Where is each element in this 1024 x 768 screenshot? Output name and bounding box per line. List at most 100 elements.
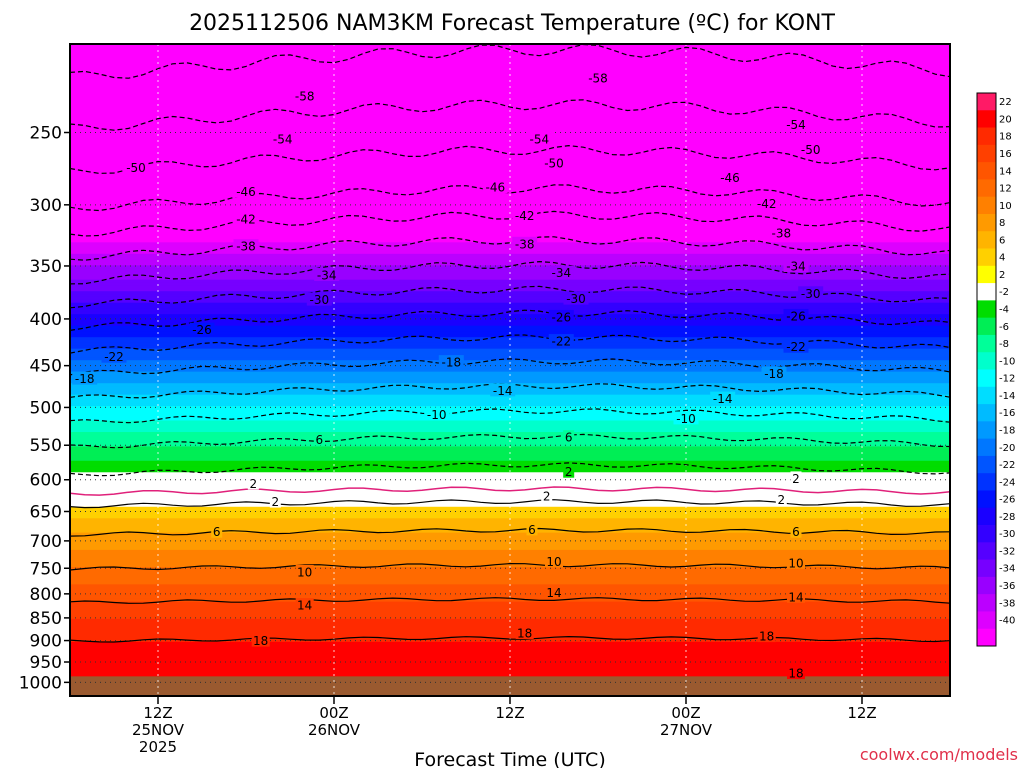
temp-band xyxy=(70,104,950,108)
temp-band xyxy=(70,446,950,450)
contour-label-bg xyxy=(761,366,787,380)
legend-label: -8 xyxy=(999,339,1009,350)
legend-swatch xyxy=(977,144,996,163)
contour-label-bg xyxy=(563,464,575,478)
temp-band xyxy=(70,360,950,364)
contour-label-bg xyxy=(541,488,553,502)
contour-label: 2 xyxy=(792,472,800,486)
temp-band xyxy=(70,587,950,591)
temp-band xyxy=(70,411,950,416)
legend-swatch xyxy=(977,421,996,440)
temp-band xyxy=(70,184,950,189)
contour-line xyxy=(69,43,951,79)
contour-label: -46 xyxy=(720,171,740,185)
credit-link[interactable]: coolwx.com/models xyxy=(860,745,1018,764)
contour-label-bg xyxy=(673,411,699,425)
contour-label-bg xyxy=(306,292,332,306)
contour-label-bg xyxy=(490,383,516,397)
contour-label-bg xyxy=(270,131,296,145)
contour-label-bg xyxy=(233,239,259,253)
legend-swatch xyxy=(977,542,996,560)
contour-line xyxy=(69,635,951,643)
temp-band xyxy=(70,532,950,537)
legend-label: -32 xyxy=(999,547,1015,558)
temp-band xyxy=(70,544,950,548)
grid-lines xyxy=(70,44,950,696)
temp-band xyxy=(70,273,950,278)
contour-label-bg xyxy=(757,629,776,643)
contour-label-bg xyxy=(211,524,223,538)
temp-band xyxy=(70,294,950,298)
contour-line xyxy=(69,358,951,376)
temp-band xyxy=(70,555,950,560)
contour-label-bg xyxy=(548,309,574,323)
contour-label: -54 xyxy=(273,132,293,146)
contour-label-bg xyxy=(548,334,574,348)
legend-swatch xyxy=(977,334,996,353)
x-tick-label: 00Z xyxy=(319,704,348,722)
temp-band xyxy=(70,250,950,255)
temp-band xyxy=(70,311,950,315)
y-tick-label: 750 xyxy=(30,559,62,579)
contour-label-bg xyxy=(515,626,534,639)
contour-line xyxy=(69,499,951,509)
legend-label: -18 xyxy=(999,426,1015,437)
x-tick-label: 00Z xyxy=(671,704,700,722)
contour-label: -26 xyxy=(551,310,571,324)
temp-band xyxy=(70,483,950,488)
contour-label-bg xyxy=(295,598,314,612)
contour-label-bg xyxy=(292,89,318,102)
contour-line xyxy=(69,408,951,424)
contour-label: -42 xyxy=(515,209,535,223)
contour-label: -22 xyxy=(104,350,124,364)
temp-band xyxy=(70,230,950,235)
y-tick-label: 900 xyxy=(30,632,62,652)
contour-label-bg xyxy=(790,471,802,485)
temp-band xyxy=(70,374,950,379)
contour-label-bg xyxy=(438,355,464,369)
contour-label-bg xyxy=(233,184,259,198)
temp-band xyxy=(70,636,950,640)
contour-label: -10 xyxy=(427,408,447,422)
temp-band xyxy=(70,633,950,637)
contour-label: 18 xyxy=(517,627,532,641)
x-tick-label: 2025 xyxy=(139,738,177,756)
temp-band xyxy=(70,598,950,603)
temp-band xyxy=(70,440,950,445)
contour-label: 6 xyxy=(528,523,536,537)
legend-label: -2 xyxy=(999,287,1009,298)
temp-band xyxy=(70,498,950,502)
contour-label-bg xyxy=(783,339,809,353)
contour-label: 6 xyxy=(315,433,323,447)
temp-band xyxy=(70,124,950,128)
temp-band xyxy=(70,650,950,654)
contour-label: -46 xyxy=(236,185,256,199)
temp-band xyxy=(70,521,950,525)
temp-band xyxy=(70,432,950,436)
temp-band xyxy=(70,118,950,123)
temp-band xyxy=(70,368,950,373)
temp-band xyxy=(70,417,950,422)
legend-label: -4 xyxy=(999,305,1009,316)
temp-band xyxy=(70,570,950,574)
temp-band xyxy=(70,610,950,614)
temp-band xyxy=(70,644,950,649)
contour-label: -58 xyxy=(295,90,315,104)
temp-band xyxy=(70,647,950,652)
x-tick-label: 26NOV xyxy=(308,721,361,739)
temp-band xyxy=(70,207,950,212)
legend-swatch xyxy=(977,196,996,215)
temp-band xyxy=(70,135,950,140)
contour-label: -22 xyxy=(551,335,571,349)
legend-label: -40 xyxy=(999,616,1015,627)
contour-label: -26 xyxy=(786,309,806,323)
contour-label-bg xyxy=(798,286,824,300)
contour-label-bg xyxy=(548,265,574,279)
contour-label-bg xyxy=(512,236,538,250)
y-tick-label: 350 xyxy=(30,257,62,277)
temp-band xyxy=(70,98,950,103)
y-tick-label: 650 xyxy=(30,503,62,523)
contour-label: 6 xyxy=(792,525,800,539)
temp-band xyxy=(70,363,950,367)
temp-band xyxy=(70,158,950,163)
